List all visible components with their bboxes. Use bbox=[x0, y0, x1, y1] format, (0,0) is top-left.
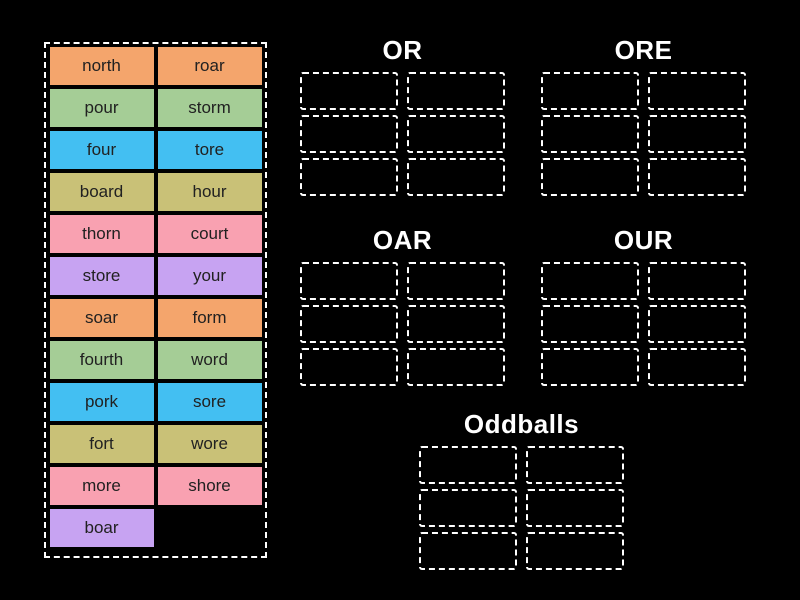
drop-slot[interactable] bbox=[419, 489, 517, 527]
drop-slot[interactable] bbox=[419, 532, 517, 570]
word-tile[interactable]: north bbox=[49, 47, 154, 85]
drop-slot[interactable] bbox=[648, 348, 746, 386]
drop-slot[interactable] bbox=[648, 158, 746, 196]
word-tile[interactable]: your bbox=[157, 257, 262, 295]
drop-slot[interactable] bbox=[541, 115, 639, 153]
word-tile[interactable]: hour bbox=[157, 173, 262, 211]
drop-slot[interactable] bbox=[407, 158, 505, 196]
slot-grid bbox=[541, 262, 746, 386]
word-tile[interactable]: pork bbox=[49, 383, 154, 421]
drop-slot[interactable] bbox=[407, 348, 505, 386]
word-tile[interactable]: storm bbox=[157, 89, 262, 127]
drop-slot[interactable] bbox=[419, 446, 517, 484]
drop-slot[interactable] bbox=[300, 115, 398, 153]
drop-slot[interactable] bbox=[648, 115, 746, 153]
word-bank: north roar pour storm four tore board ho… bbox=[44, 42, 267, 558]
slot-grid bbox=[300, 262, 505, 386]
category-group-our: OUR bbox=[541, 224, 746, 386]
category-title: OAR bbox=[372, 225, 433, 255]
word-tile[interactable]: court bbox=[157, 215, 262, 253]
word-tile[interactable]: form bbox=[157, 299, 262, 337]
category-title: OR bbox=[382, 35, 423, 65]
category-group-ore: ORE bbox=[541, 34, 746, 196]
category-group-oar: OAR bbox=[300, 224, 505, 386]
word-tile[interactable]: wore bbox=[157, 425, 262, 463]
category-group-or: OR bbox=[300, 34, 505, 196]
slot-grid bbox=[541, 72, 746, 196]
drop-slot[interactable] bbox=[300, 348, 398, 386]
word-tile[interactable]: fort bbox=[49, 425, 154, 463]
word-tile[interactable]: word bbox=[157, 341, 262, 379]
slot-grid bbox=[300, 72, 505, 196]
drop-slot[interactable] bbox=[541, 72, 639, 110]
drop-slot[interactable] bbox=[300, 158, 398, 196]
category-title: ORE bbox=[614, 35, 673, 65]
word-tile[interactable]: four bbox=[49, 131, 154, 169]
drop-slot[interactable] bbox=[541, 262, 639, 300]
word-tile[interactable]: board bbox=[49, 173, 154, 211]
drop-slot[interactable] bbox=[407, 72, 505, 110]
drop-slot[interactable] bbox=[541, 305, 639, 343]
drop-slot[interactable] bbox=[300, 72, 398, 110]
word-tile[interactable]: sore bbox=[157, 383, 262, 421]
drop-slot[interactable] bbox=[526, 446, 624, 484]
drop-slot[interactable] bbox=[648, 305, 746, 343]
word-tile[interactable]: roar bbox=[157, 47, 262, 85]
drop-slot[interactable] bbox=[407, 262, 505, 300]
drop-slot[interactable] bbox=[407, 115, 505, 153]
drop-slot[interactable] bbox=[300, 262, 398, 300]
drop-slot[interactable] bbox=[526, 489, 624, 527]
drop-slot[interactable] bbox=[648, 72, 746, 110]
word-tile[interactable]: fourth bbox=[49, 341, 154, 379]
category-title: OUR bbox=[613, 225, 674, 255]
slot-grid bbox=[419, 446, 624, 570]
word-tile[interactable]: pour bbox=[49, 89, 154, 127]
drop-slot[interactable] bbox=[407, 305, 505, 343]
word-tile[interactable]: store bbox=[49, 257, 154, 295]
drop-slot[interactable] bbox=[541, 158, 639, 196]
drop-slot[interactable] bbox=[300, 305, 398, 343]
word-tile[interactable]: tore bbox=[157, 131, 262, 169]
word-tile[interactable]: more bbox=[49, 467, 154, 505]
category-group-oddballs: Oddballs bbox=[419, 408, 624, 570]
drop-slot[interactable] bbox=[526, 532, 624, 570]
word-tile[interactable]: shore bbox=[157, 467, 262, 505]
word-tile[interactable]: thorn bbox=[49, 215, 154, 253]
word-tile[interactable]: soar bbox=[49, 299, 154, 337]
drop-slot[interactable] bbox=[648, 262, 746, 300]
drop-slot[interactable] bbox=[541, 348, 639, 386]
word-tile[interactable]: boar bbox=[49, 509, 154, 547]
category-title: Oddballs bbox=[463, 409, 580, 439]
